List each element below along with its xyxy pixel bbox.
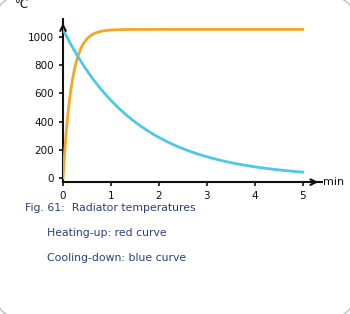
Text: Heating-up: red curve: Heating-up: red curve <box>47 228 167 238</box>
Text: Fig. 61:  Radiator temperatures: Fig. 61: Radiator temperatures <box>25 203 195 213</box>
Text: Cooling-down: blue curve: Cooling-down: blue curve <box>47 253 186 263</box>
Text: min: min <box>323 177 344 187</box>
Text: °C: °C <box>14 0 29 11</box>
